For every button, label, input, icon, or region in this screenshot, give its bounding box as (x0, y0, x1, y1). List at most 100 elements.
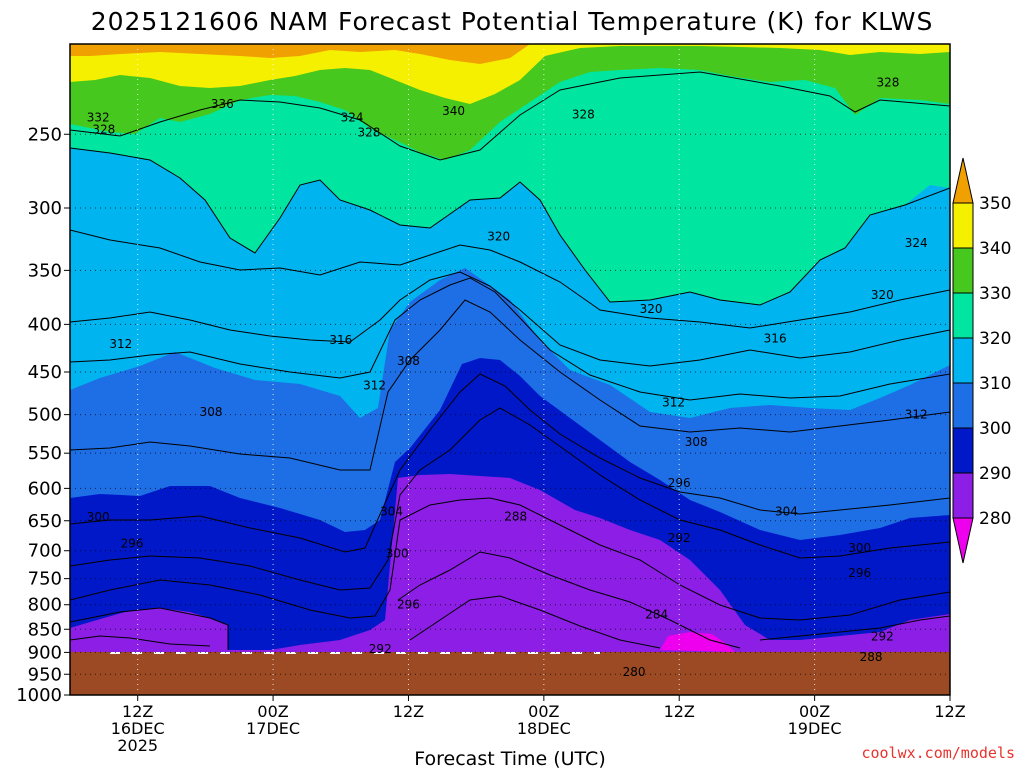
contour-label: 332 (87, 111, 110, 125)
y-tick-label: 950 (28, 664, 62, 685)
contour-line (70, 277, 950, 401)
contour-label: 304 (775, 504, 798, 518)
contour-label: 316 (764, 331, 787, 345)
colorbar-tick-label: 300 (979, 419, 1011, 439)
y-tick-label: 750 (28, 569, 62, 590)
x-tick-label: 12Z (664, 702, 695, 721)
contour-label: 308 (397, 354, 420, 368)
y-tick-label: 900 (28, 642, 62, 663)
contour-label: 300 (386, 547, 409, 561)
colorbar-segment (952, 292, 974, 339)
contour-label: 292 (871, 629, 894, 643)
x-tick-label: 2025 (117, 736, 158, 755)
credit-link[interactable]: coolwx.com/models (861, 744, 1015, 762)
colorbar-tick-label: 280 (979, 509, 1011, 529)
y-tick-label: 500 (28, 405, 62, 426)
contour-label: 296 (848, 566, 871, 580)
y-tick-label: 450 (28, 362, 62, 383)
colorbar-tick-label: 330 (979, 284, 1011, 304)
contour-line (409, 595, 661, 649)
y-tick-label: 850 (28, 619, 62, 640)
contour-label: 320 (871, 288, 894, 302)
x-tick-label: 00Z (257, 702, 288, 721)
y-tick-label: 400 (28, 314, 62, 335)
contour-line (70, 147, 950, 306)
terrain-fill (70, 652, 950, 695)
colorbar-segment (952, 472, 974, 519)
contour-label: 288 (860, 650, 883, 664)
contour-line (70, 299, 950, 471)
x-tick-label: 18DEC (517, 719, 571, 738)
contour-label: 336 (211, 97, 234, 111)
colorbar-tick-label: 310 (979, 374, 1011, 394)
contour-line (70, 71, 950, 161)
band-fill-330 (70, 44, 950, 305)
y-tick-label: 350 (28, 260, 62, 281)
contour-label: 312 (363, 378, 386, 392)
contour-label: 292 (668, 531, 691, 545)
x-tick-label: 12Z (934, 702, 965, 721)
colorbar-segment (952, 202, 974, 249)
colorbar-segment (952, 337, 974, 384)
colorbar-segment (952, 427, 974, 474)
x-tick-label: 19DEC (788, 719, 842, 738)
contour-label: 324 (341, 111, 364, 125)
band-fill-350 (70, 44, 950, 104)
contour-label: 328 (876, 76, 899, 90)
contour-line (70, 271, 950, 367)
colorbar-tick-label: 290 (979, 464, 1011, 484)
contour-label: 340 (442, 104, 465, 118)
contour-label: 320 (487, 230, 510, 244)
contour-label: 300 (87, 510, 110, 524)
colorbar-tick-label: 320 (979, 329, 1011, 349)
y-tick-label: 600 (28, 478, 62, 499)
y-tick-label: 650 (28, 511, 62, 532)
contour-label: 328 (358, 126, 381, 140)
contour-line (397, 551, 741, 649)
contour-label: 308 (685, 435, 708, 449)
contour-label: 292 (369, 642, 392, 656)
contour-label: 280 (623, 665, 646, 679)
contour-line (70, 635, 211, 647)
y-tick-label: 1000 (16, 685, 62, 706)
chart-title: 2025121606 NAM Forecast Potential Temper… (91, 7, 934, 36)
x-tick-label: 16DEC (111, 719, 165, 738)
colorbar-cap-bottom (952, 517, 974, 564)
contour-lines (70, 71, 950, 650)
contour-label: 288 (504, 509, 527, 523)
plot-frame (69, 43, 951, 696)
colorbar-segment (952, 247, 974, 294)
contour-label: 324 (905, 236, 928, 250)
band-fill-orange (70, 44, 530, 64)
contour-label: 296 (121, 537, 144, 551)
plot-grid (70, 44, 950, 695)
x-tick-label: 12Z (393, 702, 424, 721)
y-tick-label: 800 (28, 595, 62, 616)
contour-label: 320 (640, 302, 663, 316)
contour-label: 312 (109, 337, 132, 351)
colorbar-tick-label: 340 (979, 239, 1011, 259)
contour-line (70, 607, 229, 650)
contour-label: 312 (905, 408, 928, 422)
colorbar-segment (952, 382, 974, 429)
y-tick-label: 250 (28, 124, 62, 145)
x-tick-label: 00Z (799, 702, 830, 721)
y-tick-label: 550 (28, 443, 62, 464)
colorbar: 350 340 330 320 310 300 290 280 (952, 157, 1011, 564)
contour-label: 284 (645, 608, 668, 622)
contour-line (70, 497, 950, 621)
contour-line (759, 615, 950, 641)
x-tick-label: 00Z (528, 702, 559, 721)
contour-label: 328 (92, 122, 115, 136)
contour-label: 296 (397, 598, 420, 612)
colorbar-tick-label: 350 (979, 194, 1011, 214)
contour-label: 312 (662, 395, 685, 409)
contour-line (70, 407, 950, 591)
x-tick-label: 12Z (122, 702, 153, 721)
contour-label: 308 (200, 405, 223, 419)
contour-line (70, 373, 950, 553)
